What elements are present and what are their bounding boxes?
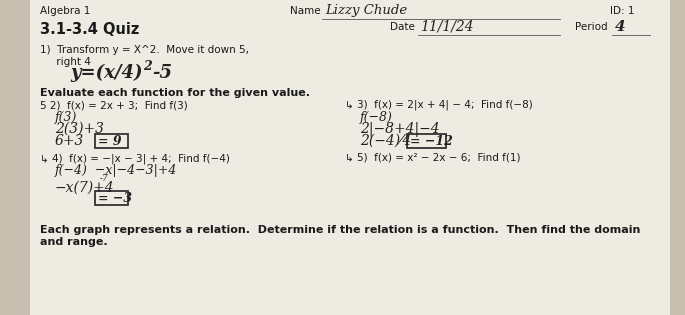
FancyBboxPatch shape: [408, 134, 447, 147]
FancyBboxPatch shape: [95, 191, 129, 204]
Text: 2: 2: [143, 60, 152, 73]
FancyBboxPatch shape: [30, 0, 670, 315]
Text: 1)  Transform y = X^2.  Move it down 5,: 1) Transform y = X^2. Move it down 5,: [40, 45, 249, 55]
Text: 2(−4)⁄4: 2(−4)⁄4: [360, 134, 412, 148]
Text: 11/1/24: 11/1/24: [420, 20, 473, 34]
Text: Date: Date: [390, 22, 415, 32]
Text: = −12: = −12: [410, 135, 453, 148]
Text: f(3): f(3): [55, 111, 77, 124]
Text: 2(3)+3: 2(3)+3: [55, 122, 104, 136]
Text: = 9: = 9: [98, 135, 122, 148]
Text: and range.: and range.: [40, 237, 108, 247]
Text: -7: -7: [100, 174, 109, 183]
Text: f(−4)  −x|−4−3|+4: f(−4) −x|−4−3|+4: [55, 164, 177, 177]
Text: 4: 4: [615, 20, 625, 34]
Text: −x(7)+4: −x(7)+4: [55, 181, 114, 195]
Text: right 4: right 4: [40, 57, 91, 67]
Text: Period: Period: [575, 22, 608, 32]
Text: ↳ 4)  f(x) = −|x − 3| + 4;  Find f(−4): ↳ 4) f(x) = −|x − 3| + 4; Find f(−4): [40, 153, 230, 163]
Text: 3.1-3.4 Quiz: 3.1-3.4 Quiz: [40, 22, 139, 37]
FancyBboxPatch shape: [0, 0, 30, 315]
Text: 5 2)  f(x) = 2x + 3;  Find f(3): 5 2) f(x) = 2x + 3; Find f(3): [40, 100, 188, 110]
Text: ↳ 3)  f(x) = 2|x + 4| − 4;  Find f(−8): ↳ 3) f(x) = 2|x + 4| − 4; Find f(−8): [345, 100, 533, 111]
Text: y=(x/4): y=(x/4): [70, 64, 142, 82]
Text: Algebra 1: Algebra 1: [40, 6, 90, 16]
Text: f(−8): f(−8): [360, 111, 393, 124]
Text: -5: -5: [152, 64, 172, 82]
FancyBboxPatch shape: [95, 134, 129, 147]
Text: Lizzy Chude: Lizzy Chude: [325, 4, 408, 17]
Text: ↳ 5)  f(x) = x² − 2x − 6;  Find f(1): ↳ 5) f(x) = x² − 2x − 6; Find f(1): [345, 153, 521, 163]
Text: Name: Name: [290, 6, 321, 16]
FancyBboxPatch shape: [670, 0, 685, 315]
Text: Each graph represents a relation.  Determine if the relation is a function.  The: Each graph represents a relation. Determ…: [40, 225, 640, 235]
Text: = −3: = −3: [98, 192, 132, 205]
Text: 2|−8+4|−4: 2|−8+4|−4: [360, 122, 440, 137]
Text: ID: 1: ID: 1: [610, 6, 634, 16]
Text: Evaluate each function for the given value.: Evaluate each function for the given val…: [40, 88, 310, 98]
Text: 6+3: 6+3: [55, 134, 84, 148]
